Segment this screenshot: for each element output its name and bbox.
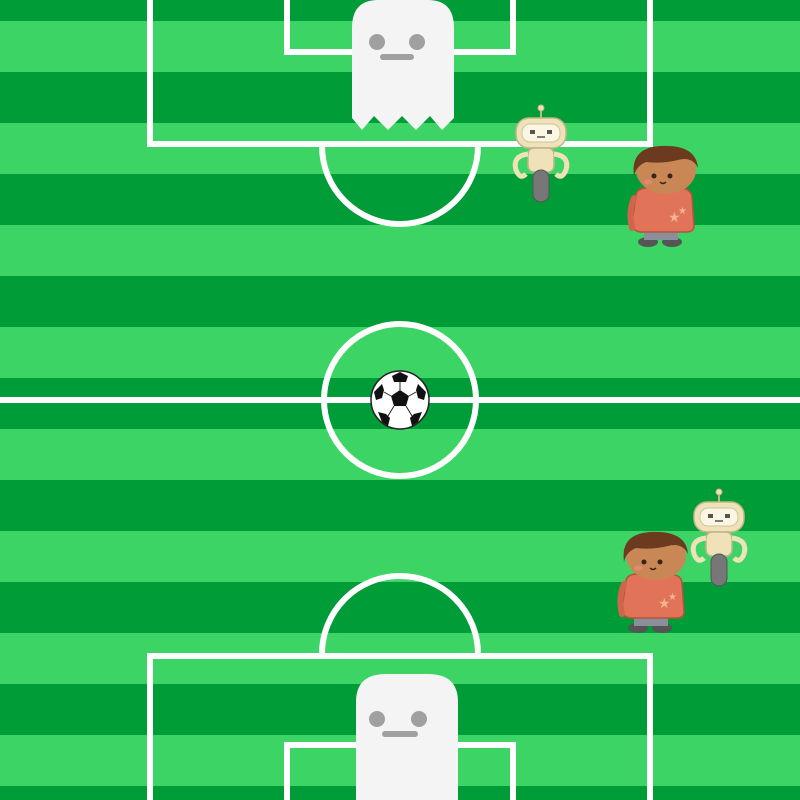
svg-text:★: ★ xyxy=(678,206,687,217)
kid-player-top[interactable]: ★ ★ xyxy=(626,142,704,248)
kid-player-bottom[interactable]: ★ ★ xyxy=(616,528,694,634)
soccer-ball-icon[interactable] xyxy=(368,368,432,432)
field-stripe xyxy=(0,276,800,328)
ghost-goalkeeper-top[interactable] xyxy=(352,0,454,140)
field-stripe xyxy=(0,480,800,532)
svg-text:★: ★ xyxy=(668,210,681,226)
ghost-eye-icon xyxy=(369,711,385,727)
top-penalty-box xyxy=(147,0,653,147)
robot-player-bottom[interactable] xyxy=(686,488,752,592)
ghost-eye-icon xyxy=(409,34,425,50)
robot-player-top[interactable] xyxy=(508,104,574,208)
ghost-goalkeeper-bottom[interactable] xyxy=(356,672,458,800)
field-stripe xyxy=(0,429,800,481)
svg-text:★: ★ xyxy=(658,596,671,612)
top-penalty-arc xyxy=(319,145,481,227)
svg-text:★: ★ xyxy=(668,592,677,603)
ghost-eye-icon xyxy=(369,34,385,50)
ghost-eye-icon xyxy=(411,711,427,727)
ghost-mouth-icon xyxy=(380,54,414,60)
ghost-mouth-icon xyxy=(382,731,418,737)
center-circle xyxy=(321,321,479,479)
bottom-penalty-arc xyxy=(319,573,481,655)
bottom-penalty-box xyxy=(147,653,653,800)
